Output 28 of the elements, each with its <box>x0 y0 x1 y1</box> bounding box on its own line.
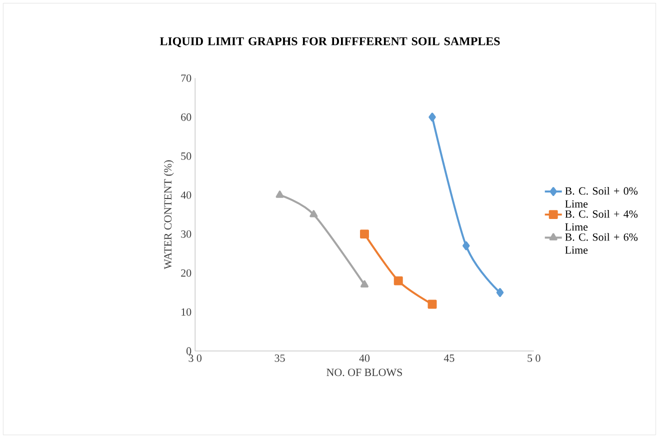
y-tick-label: 70 <box>181 74 192 82</box>
point <box>428 300 437 309</box>
point <box>360 230 369 238</box>
y-tick-label: 50 <box>181 152 192 160</box>
point <box>394 276 403 286</box>
chart-title: LIQUID LIMIT GRAPHS FOR DIFFFERENT SOIL SAMPLES <box>160 37 500 48</box>
y-tick-label: 40 <box>180 191 192 199</box>
x-tick-label: 40 <box>359 354 370 362</box>
y-tick-label: 30 <box>181 230 192 238</box>
legend-label: B. C. Soil + 6% Lime <box>565 233 638 254</box>
x-axis-title: NO. OF BLOWS <box>326 368 402 376</box>
y-axis-title: WATER CONTENT (%) <box>164 160 174 270</box>
y-tick-label: 10 <box>182 308 192 316</box>
x-tick-label: 5 0 <box>528 354 540 362</box>
x-tick-label: 3 0 <box>188 354 202 362</box>
y-tick-label: 0 <box>186 347 192 355</box>
point <box>428 112 436 122</box>
point <box>276 190 284 198</box>
point <box>360 280 368 288</box>
legend-label: B. C. Soil + 4% Lime <box>565 210 638 231</box>
y-tick-label: 60 <box>181 113 192 121</box>
point <box>310 210 318 218</box>
point <box>462 241 470 250</box>
point <box>496 288 504 297</box>
x-tick-label: 35 <box>274 354 285 362</box>
x-tick-label: 45 <box>444 354 454 362</box>
y-tick-label: 20 <box>181 269 192 277</box>
legend-label: B. C. Soil + 0% Lime <box>565 186 638 208</box>
